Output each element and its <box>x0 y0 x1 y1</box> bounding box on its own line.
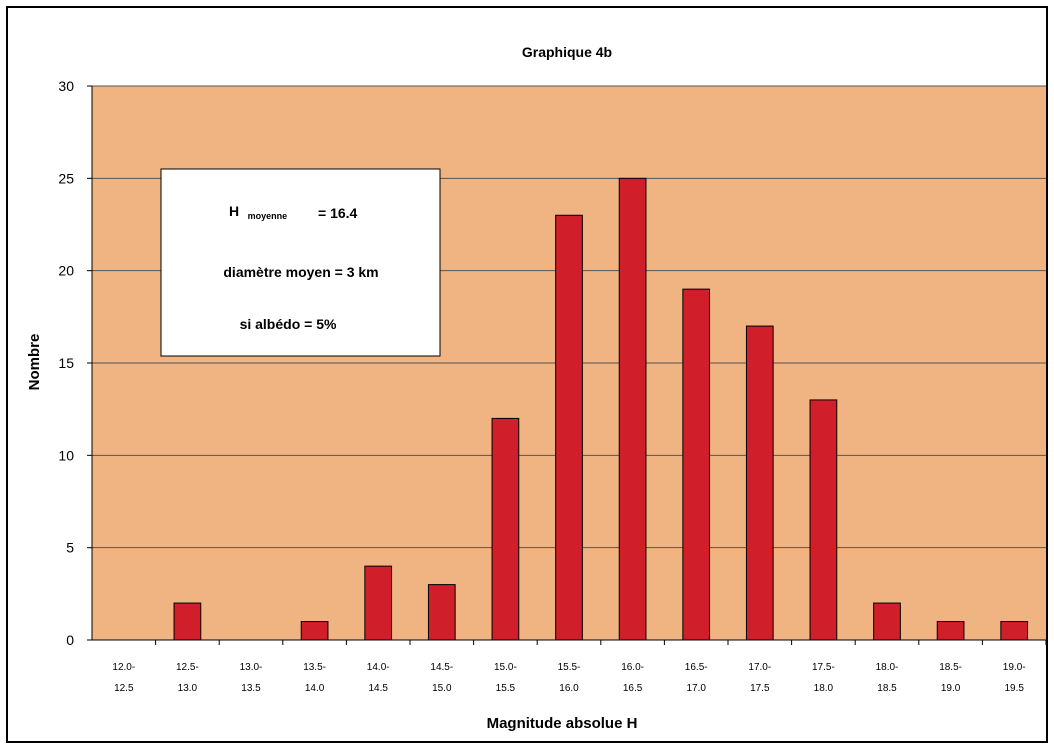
x-tick-label: 18.0- <box>876 662 899 673</box>
x-tick-label: 13.0 <box>178 683 198 694</box>
x-tick-label: 12.0- <box>112 662 135 673</box>
annotation-box-background <box>160 168 441 357</box>
chart-title: Graphique 4b <box>522 44 612 60</box>
x-tick-label: 17.0- <box>748 662 771 673</box>
x-tick-label: 13.5- <box>303 662 326 673</box>
x-tick-label: 14.5- <box>430 662 453 673</box>
bar <box>491 417 520 641</box>
x-tick-label: 16.5 <box>623 683 643 694</box>
x-tick-label: 18.0 <box>814 683 834 694</box>
annotation-h-subscript: moyenne <box>248 211 288 221</box>
x-tick-label: 19.5 <box>1004 683 1024 694</box>
y-ticks: 0 5 10 15 20 25 30 <box>58 78 92 648</box>
y-tick-label: 20 <box>58 263 74 279</box>
bar <box>873 602 901 641</box>
bar <box>682 288 711 641</box>
y-tick-label: 5 <box>66 540 74 556</box>
x-tick-label: 12.5 <box>114 683 134 694</box>
x-tick-label: 14.0- <box>367 662 390 673</box>
y-tick-label: 15 <box>58 355 74 371</box>
x-tick-label: 18.5- <box>939 662 962 673</box>
x-tick-label: 14.0 <box>305 683 325 694</box>
x-tick-label: 15.5 <box>496 683 516 694</box>
x-tick-label: 19.0 <box>941 683 961 694</box>
x-tick-label: 13.5 <box>241 683 261 694</box>
y-tick-label: 30 <box>58 78 74 94</box>
x-tick-label: 17.5 <box>750 683 770 694</box>
annotation-line-1: H moyenne <box>229 203 287 221</box>
annotation-h-value: = 16.4 <box>318 205 358 221</box>
bar <box>745 325 774 641</box>
y-tick-label: 0 <box>66 632 74 648</box>
x-tick-label: 16.5- <box>685 662 708 673</box>
x-tick-label: 15.0 <box>432 683 452 694</box>
x-tick-label: 14.5 <box>368 683 388 694</box>
y-tick-label: 25 <box>58 170 74 186</box>
x-tick-label: 12.5- <box>176 662 199 673</box>
x-tick-label: 19.0- <box>1003 662 1026 673</box>
x-tick-label: 16.0 <box>559 683 579 694</box>
x-tick-label: 16.0- <box>621 662 644 673</box>
y-axis-label: Nombre <box>26 334 43 391</box>
bar <box>555 214 583 641</box>
bar <box>936 621 965 641</box>
annotation-line-3: si albédo = 5% <box>240 316 337 332</box>
x-tick-label: 17.5- <box>812 662 835 673</box>
bar <box>427 584 456 641</box>
x-ticks: 12.0- 12.5 12.5- 13.0 13.0- 13.5 13.5- 14.0 14.0… <box>112 640 1047 694</box>
annotation-h: H <box>229 203 239 219</box>
x-tick-label: 18.5 <box>877 683 897 694</box>
bar <box>809 399 838 641</box>
annotation-line-2: diamètre moyen = 3 km <box>223 264 378 280</box>
x-tick-label: 17.0 <box>686 683 706 694</box>
x-tick-label: 15.5- <box>558 662 581 673</box>
bar <box>300 621 329 641</box>
bar <box>364 565 393 641</box>
annotation-box: H moyenne = 16.4 diamètre moyen = 3 km s… <box>160 168 441 357</box>
bar <box>1000 621 1029 641</box>
x-tick-label: 13.0- <box>240 662 263 673</box>
x-tick-label: 15.0- <box>494 662 517 673</box>
y-tick-label: 10 <box>58 447 74 463</box>
bar <box>618 177 647 641</box>
bar <box>173 602 202 641</box>
x-axis-label: Magnitude absolue H <box>487 715 638 732</box>
